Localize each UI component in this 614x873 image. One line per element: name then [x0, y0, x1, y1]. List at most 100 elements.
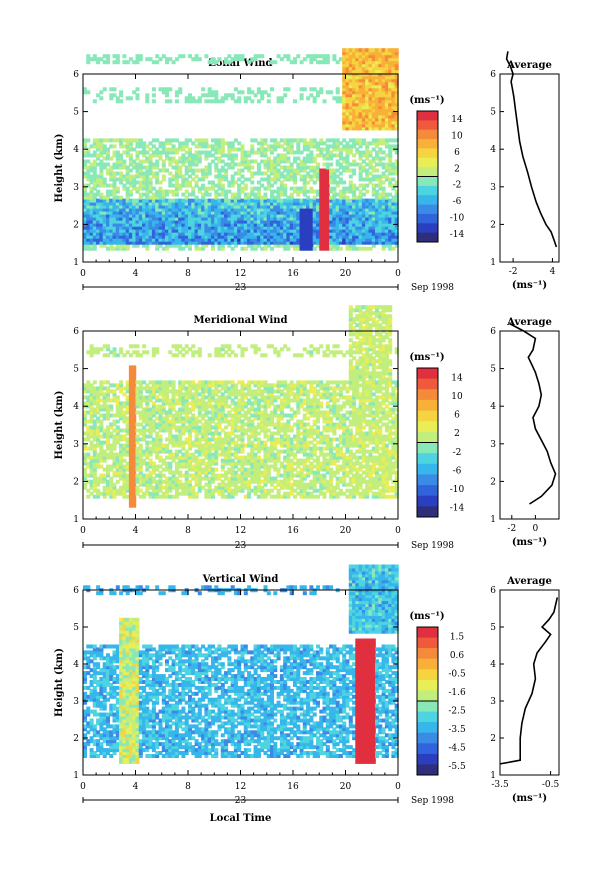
- panel-title: Zonal Wind: [208, 58, 272, 69]
- colorbar-swatch: [417, 711, 438, 723]
- x-tick-label: 16: [287, 526, 299, 536]
- y-tick-label: 1: [73, 515, 79, 525]
- colorbar-tick-label: -2: [453, 448, 462, 458]
- field-image: [83, 48, 399, 251]
- average-y-tick-label: 5: [490, 108, 496, 118]
- colorbar-units: (ms⁻¹): [409, 352, 444, 363]
- average-title: Average: [506, 317, 552, 328]
- average-y-tick-label: 3: [490, 183, 496, 193]
- colorbar-tick-label: -6: [453, 197, 462, 207]
- colorbar-tick-label: 14: [451, 115, 463, 125]
- colorbar: (ms⁻¹) 14 10 6 2 -2 -6 -10 -14: [409, 352, 465, 518]
- y-tick-label: 3: [73, 697, 79, 707]
- colorbar-swatch: [417, 701, 438, 713]
- colorbar-units: (ms⁻¹): [409, 95, 444, 106]
- colorbar-swatch: [417, 627, 438, 639]
- colorbar-tick-label: -4.5: [448, 743, 466, 753]
- colorbar: (ms⁻¹) 14 10 6 2 -2 -6 -10 -14: [409, 95, 465, 243]
- y-axis-label: Height (km): [54, 134, 65, 203]
- average-x-tick-label: -3.5: [491, 780, 509, 790]
- y-tick-label: 4: [73, 660, 79, 670]
- colorbar-tick-label: 10: [451, 392, 463, 402]
- colorbar-units: (ms⁻¹): [409, 611, 444, 622]
- y-tick-label: 6: [73, 70, 79, 80]
- average-x-label: (ms⁻¹): [512, 793, 547, 804]
- average-y-tick-label: 3: [490, 697, 496, 707]
- x-tick-label: 12: [235, 526, 246, 536]
- colorbar-swatch: [417, 753, 438, 765]
- colorbar-tick-label: -14: [450, 230, 465, 240]
- average-y-tick-label: 3: [490, 440, 496, 450]
- x-tick-label: 0: [395, 269, 401, 279]
- x-tick-label: 0: [395, 526, 401, 536]
- average-frame: [499, 73, 560, 263]
- average-x-label: (ms⁻¹): [512, 280, 547, 291]
- average-y-tick-label: 6: [490, 586, 496, 596]
- average-y-tick-label: 4: [490, 402, 496, 412]
- colorbar-swatch: [417, 743, 438, 755]
- field-image: [83, 305, 399, 508]
- month-label: Sep 1998: [411, 541, 454, 551]
- average-profile-line: [499, 597, 559, 765]
- panel-title: Meridional Wind: [193, 315, 287, 326]
- y-tick-label: 3: [73, 440, 79, 450]
- colorbar-swatch: [417, 732, 438, 744]
- x-tick-label: 8: [185, 526, 191, 536]
- average-y-tick-label: 4: [490, 660, 496, 670]
- colorbar-swatch: [417, 637, 438, 649]
- colorbar-swatch: [417, 167, 438, 177]
- y-tick-label: 1: [73, 771, 79, 781]
- colorbar-swatch: [417, 658, 438, 670]
- date-label: 23: [235, 541, 247, 551]
- y-tick-label: 4: [73, 402, 79, 412]
- x-tick-label: 0: [80, 269, 86, 279]
- colorbar-tick-label: 6: [454, 411, 460, 421]
- average-x-tick-label: -2: [507, 524, 516, 534]
- colorbar-swatch: [417, 495, 438, 507]
- average-y-tick-label: 5: [490, 365, 496, 375]
- y-axis-label: Height (km): [54, 648, 65, 717]
- x-tick-label: 20: [340, 269, 352, 279]
- date-label: 23: [235, 283, 247, 293]
- x-tick-label: 20: [340, 526, 352, 536]
- colorbar-swatch: [417, 368, 438, 380]
- colorbar-swatch: [417, 213, 438, 224]
- month-label: Sep 1998: [411, 283, 454, 293]
- colorbar-swatch: [417, 120, 438, 131]
- x-tick-label: 0: [395, 782, 401, 792]
- colorbar-tick-label: -6: [453, 466, 462, 476]
- colorbar-swatch: [417, 378, 438, 390]
- x-tick-label: 12: [235, 269, 246, 279]
- colorbar-tick-label: -3.5: [448, 725, 466, 735]
- average-y-tick-label: 5: [490, 623, 496, 633]
- colorbar-tick-label: -14: [450, 504, 465, 514]
- colorbar-swatch: [417, 453, 438, 465]
- y-tick-label: 2: [73, 220, 79, 230]
- colorbar-swatch: [417, 223, 438, 234]
- average-y-tick-label: 2: [490, 734, 496, 744]
- field-image: [83, 564, 399, 764]
- y-tick-label: 2: [73, 734, 79, 744]
- average-y-tick-label: 6: [490, 327, 496, 337]
- y-axis-label: Height (km): [54, 391, 65, 460]
- y-tick-label: 5: [73, 365, 79, 375]
- colorbar-swatch: [417, 129, 438, 140]
- colorbar-swatch: [417, 157, 438, 168]
- colorbar-swatch: [417, 232, 438, 243]
- colorbar-tick-label: -2.5: [448, 706, 466, 716]
- average-x-label: (ms⁻¹): [512, 537, 547, 548]
- colorbar-tick-label: 6: [454, 148, 460, 158]
- colorbar-swatch: [417, 669, 438, 681]
- average-x-tick-label: -2: [509, 267, 518, 277]
- y-tick-label: 2: [73, 477, 79, 487]
- colorbar-swatch: [417, 148, 438, 159]
- colorbar-swatch: [417, 431, 438, 443]
- average-x-tick-label: 0: [533, 524, 539, 534]
- colorbar-swatch: [417, 399, 438, 411]
- x-tick-label: 4: [133, 782, 139, 792]
- colorbar-swatch: [417, 111, 438, 121]
- colorbar-swatch: [417, 139, 438, 149]
